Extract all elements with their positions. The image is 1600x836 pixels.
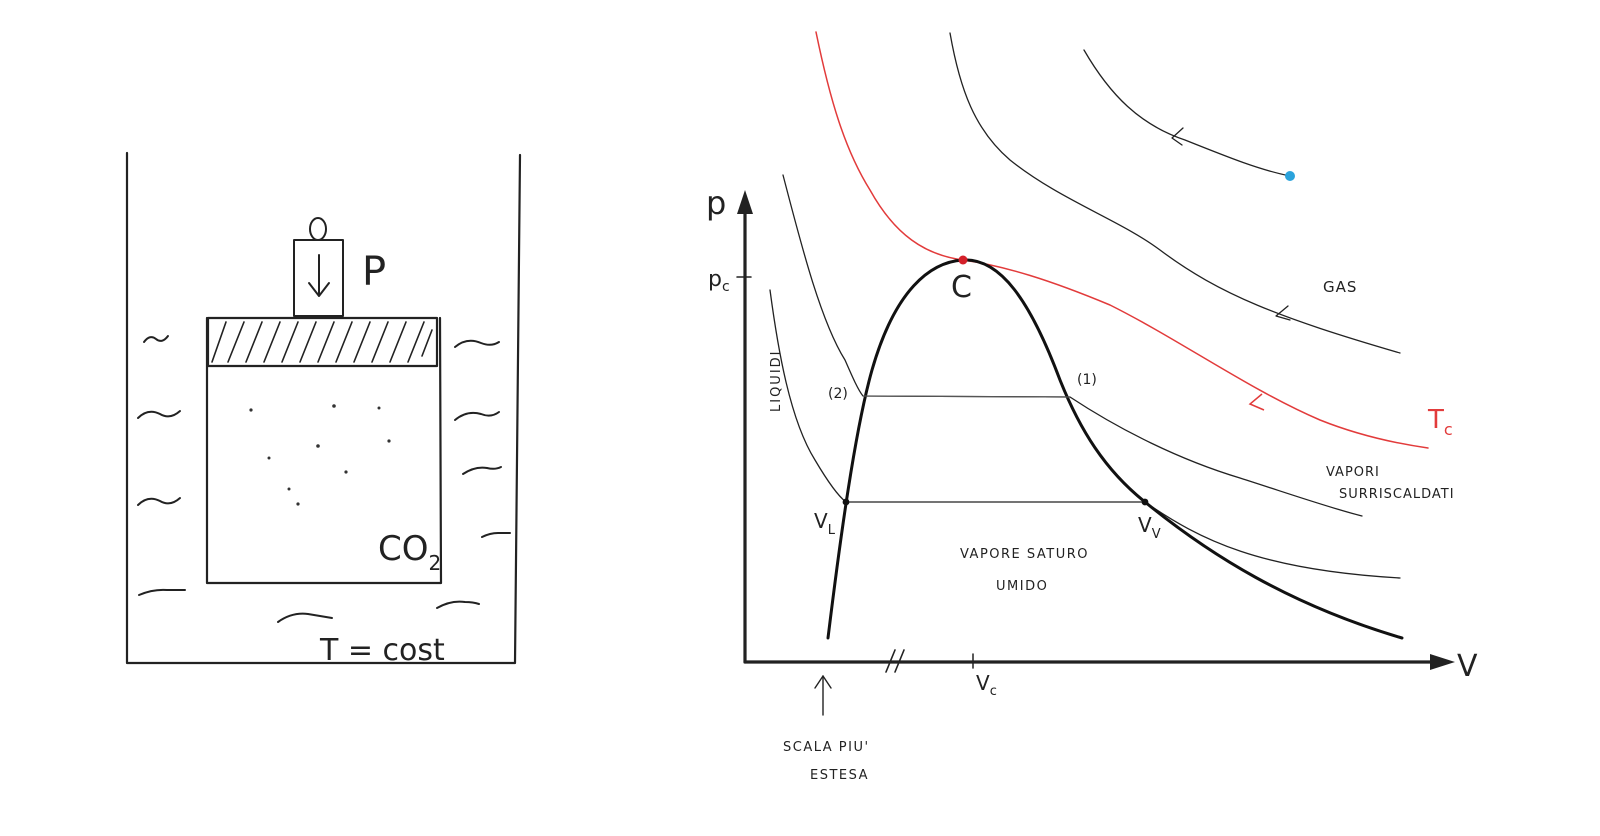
- critical-point: [959, 256, 968, 265]
- bath-container: [127, 153, 520, 663]
- tie-line-upper: [863, 396, 1070, 397]
- gas-molecules: [249, 404, 390, 505]
- vl-point: [843, 499, 850, 506]
- weight-knob: [310, 218, 326, 240]
- vl-label: VL: [814, 509, 836, 538]
- region-liquids-label: LIQUIDI: [769, 349, 784, 412]
- bath-waves: [138, 336, 510, 622]
- point-2-label: (2): [828, 386, 848, 402]
- state-point: [1285, 171, 1295, 181]
- pc-label: pc: [708, 267, 730, 295]
- region-superheated-label-2: SURRISCALDATI: [1339, 487, 1455, 502]
- scale-note-line-1: SCALA PIU': [783, 740, 870, 755]
- saturation-dome: [828, 260, 1402, 638]
- region-gas-label: GAS: [1323, 278, 1357, 296]
- x-axis-label: V: [1457, 649, 1478, 684]
- pv-diagram: p V pc Vc: [706, 32, 1478, 783]
- piston-hatching: [212, 322, 432, 362]
- vv-point: [1142, 499, 1149, 506]
- critical-point-label: C: [951, 270, 972, 305]
- isotherm-mid: [783, 175, 1362, 516]
- y-axis-label: p: [706, 184, 726, 222]
- scale-note-line-2: ESTESA: [810, 768, 869, 783]
- critical-isotherm-arrow-icon: [1250, 394, 1264, 410]
- tc-label: Tc: [1427, 405, 1453, 439]
- region-wet-label-2: UMIDO: [996, 579, 1048, 594]
- pressure-label: P: [362, 249, 386, 295]
- isotherm-arrows: [1172, 128, 1290, 320]
- vc-label: Vc: [976, 671, 997, 699]
- bath-temperature-label: T = cost: [319, 633, 445, 668]
- piston-cylinder-figure: P CO2 T = cos: [127, 153, 520, 668]
- down-arrow-icon: [309, 255, 329, 296]
- point-1-label: (1): [1077, 372, 1097, 388]
- isotherms: [770, 33, 1400, 578]
- vv-label: VV: [1138, 513, 1161, 542]
- x-axis-arrow-icon: [1430, 654, 1455, 670]
- region-wet-label-1: VAPORE SATURO: [960, 547, 1089, 562]
- isotherm-gas-1: [950, 33, 1400, 353]
- gas-label: CO2: [378, 529, 441, 575]
- isotherm-gas-2: [1084, 50, 1290, 176]
- critical-isotherm: [816, 32, 1428, 448]
- region-superheated-label-1: VAPORI: [1326, 465, 1380, 480]
- up-arrow-icon: [815, 676, 831, 715]
- y-axis-arrow-icon: [737, 190, 753, 214]
